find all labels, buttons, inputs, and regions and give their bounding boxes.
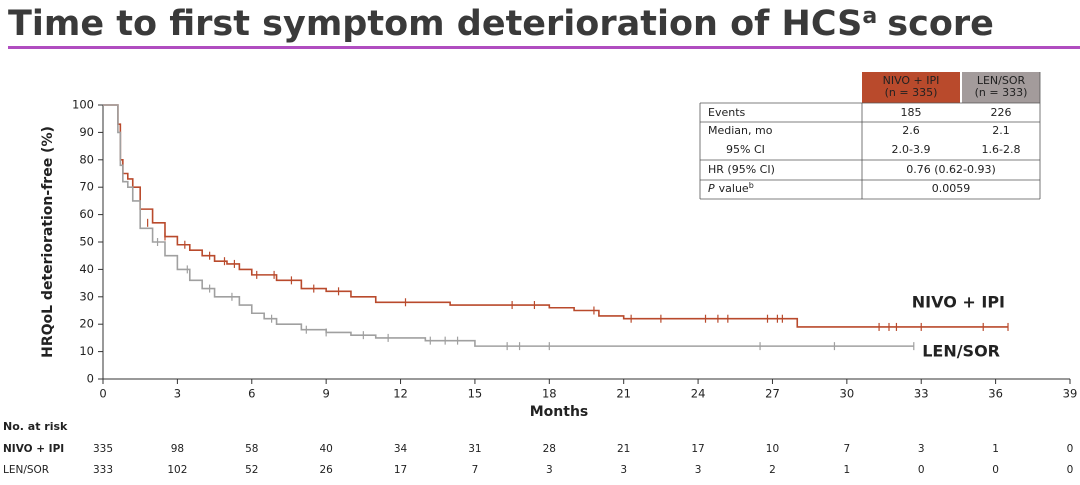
x-tick-label: 9	[322, 387, 329, 401]
survival-curve	[103, 104, 914, 347]
y-tick-label: 30	[79, 289, 94, 303]
at-risk-count: 17	[394, 464, 407, 476]
table-row-label: Events	[708, 106, 746, 119]
slide-title: Time to first symptom deterioration of H…	[8, 4, 994, 44]
p-rest: value	[719, 182, 749, 195]
y-tick-label: 40	[79, 262, 94, 276]
at-risk-name: NIVO + IPI	[3, 443, 64, 455]
y-axis-label: HRQoL deterioration-free (%)	[40, 126, 56, 358]
x-tick-label: 39	[1063, 387, 1078, 401]
title-suffix: score	[887, 4, 994, 44]
series-label: LEN/SOR	[922, 342, 1000, 361]
table-header-cell	[962, 72, 1040, 103]
p-sup: b	[749, 181, 754, 190]
at-risk-count: 21	[617, 443, 630, 455]
y-tick-label: 20	[79, 317, 94, 331]
y-tick-label: 50	[79, 235, 94, 249]
at-risk-count: 40	[319, 443, 332, 455]
table-header-text: (n = 335)	[885, 86, 938, 99]
at-risk-count: 52	[245, 464, 258, 476]
at-risk-count: 102	[167, 464, 187, 476]
at-risk-count: 7	[844, 443, 851, 455]
x-tick-label: 30	[840, 387, 855, 401]
x-tick-label: 3	[174, 387, 181, 401]
table-row-label: HR (95% CI)	[708, 163, 775, 176]
table-row-label: 95% CI	[726, 143, 765, 156]
x-tick-label: 27	[765, 387, 780, 401]
at-risk-count: 0	[918, 464, 925, 476]
x-tick-label: 33	[914, 387, 929, 401]
at-risk-count: 26	[319, 464, 333, 476]
at-risk-count: 0	[992, 464, 999, 476]
x-tick-label: 21	[616, 387, 631, 401]
table-cell: 0.76 (0.62-0.93)	[906, 163, 996, 176]
at-risk-count: 3	[620, 464, 627, 476]
title-rule	[8, 46, 1080, 49]
at-risk-count: 31	[468, 443, 481, 455]
at-risk-count: 7	[472, 464, 479, 476]
p-italic: P	[708, 182, 715, 195]
at-risk-title: No. at risk	[3, 420, 68, 433]
x-tick-label: 0	[99, 387, 106, 401]
y-tick-label: 80	[79, 152, 94, 166]
y-tick-label: 100	[72, 98, 94, 112]
table-cell: 1.6-2.8	[982, 143, 1021, 156]
y-tick-label: 90	[79, 125, 94, 139]
table-header-text: (n = 333)	[975, 86, 1028, 99]
y-tick-label: 10	[79, 344, 94, 358]
x-axis-label: Months	[530, 404, 589, 420]
at-risk-count: 0	[1067, 443, 1074, 455]
at-risk-count: 34	[394, 443, 408, 455]
table-cell: 0.0059	[932, 182, 971, 195]
at-risk-count: 58	[245, 443, 258, 455]
at-risk-count: 28	[543, 443, 556, 455]
x-tick-label: 12	[393, 387, 408, 401]
at-risk-count: 0	[1067, 464, 1074, 476]
table-cell: 185	[901, 106, 922, 119]
at-risk-count: 3	[695, 464, 702, 476]
y-tick-label: 70	[79, 180, 94, 194]
table-header-cell	[862, 72, 960, 103]
title-main: Time to first symptom deterioration of H…	[8, 4, 862, 44]
x-tick-label: 15	[468, 387, 483, 401]
series-label: NIVO + IPI	[912, 293, 1005, 312]
at-risk-count: 3	[918, 443, 925, 455]
table-cell: 2.0-3.9	[892, 143, 931, 156]
at-risk-count: 1	[844, 464, 851, 476]
survival-curve	[103, 104, 1009, 328]
at-risk-count: 17	[691, 443, 704, 455]
x-tick-label: 6	[248, 387, 255, 401]
x-tick-label: 24	[691, 387, 706, 401]
y-tick-label: 0	[87, 372, 94, 386]
y-tick-label: 60	[79, 207, 94, 221]
at-risk-count: 335	[93, 443, 113, 455]
table-cell: 2.6	[902, 124, 920, 137]
at-risk-count: 10	[766, 443, 779, 455]
at-risk-count: 1	[992, 443, 999, 455]
at-risk-count: 3	[546, 464, 553, 476]
x-tick-label: 18	[542, 387, 557, 401]
at-risk-count: 2	[769, 464, 776, 476]
at-risk-name: LEN/SOR	[3, 464, 49, 476]
table-row-label: Median, mo	[708, 124, 773, 137]
table-header-text: NIVO + IPI	[883, 74, 940, 87]
table-cell: 2.1	[992, 124, 1010, 137]
table-cell: 226	[991, 106, 1012, 119]
table-header-text: LEN/SOR	[977, 74, 1026, 87]
at-risk-count: 333	[93, 464, 113, 476]
x-tick-label: 36	[988, 387, 1003, 401]
title-sup: a	[862, 4, 877, 29]
at-risk-count: 98	[171, 443, 184, 455]
